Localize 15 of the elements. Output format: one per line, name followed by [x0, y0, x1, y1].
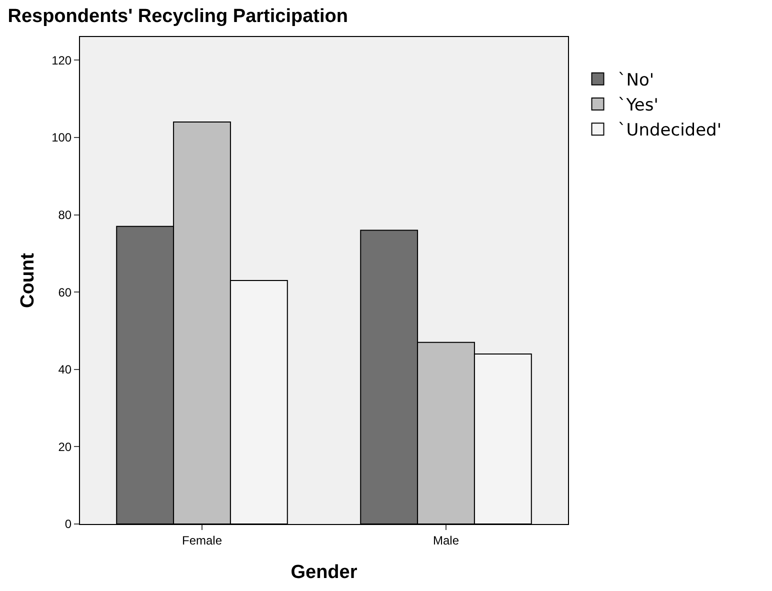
- y-tick-label: 120: [52, 53, 72, 68]
- y-tick-label: 20: [58, 440, 72, 454]
- x-axis-title: Gender: [290, 562, 358, 584]
- y-tick-label: 0: [64, 517, 72, 532]
- y-axis-title: Count: [17, 252, 38, 308]
- x-tick-label: Female: [182, 533, 222, 548]
- x-tick-label: Male: [432, 533, 460, 548]
- y-tick-label: 80: [58, 208, 72, 222]
- y-tick-label: 40: [58, 362, 72, 377]
- y-tick-label: 60: [58, 285, 72, 300]
- legend-label: `Undecided': [618, 120, 722, 141]
- chart-title: Respondents' Recycling Participation: [8, 6, 348, 28]
- y-tick-label: 100: [52, 130, 72, 145]
- legend-label: `Yes': [618, 96, 658, 116]
- legend-label: `No': [618, 70, 654, 91]
